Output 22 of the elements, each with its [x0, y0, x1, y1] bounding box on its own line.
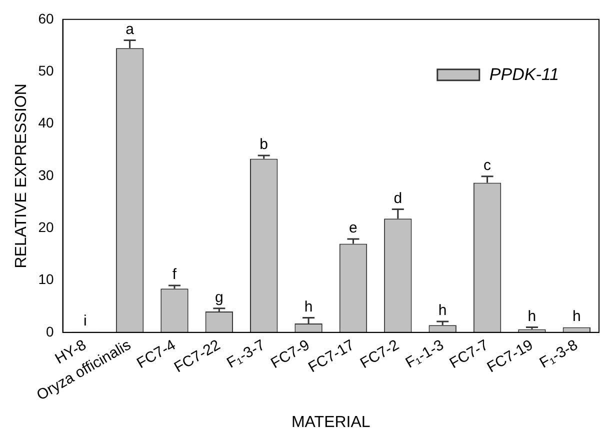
- annotation: c: [484, 157, 492, 174]
- y-tick-label: 20: [38, 218, 54, 235]
- annotation: h: [572, 308, 581, 325]
- y-tick-label: 10: [38, 271, 54, 288]
- y-tick-label: 30: [38, 166, 54, 183]
- annotation: h: [528, 308, 536, 325]
- annotation: a: [126, 20, 135, 38]
- x-axis-title: MATERIAL: [291, 414, 370, 431]
- legend-label: PPDK-11: [489, 65, 560, 84]
- annotation: e: [349, 220, 358, 237]
- annotation: f: [172, 266, 178, 284]
- y-tick-label: 40: [38, 114, 54, 131]
- annotation: g: [215, 289, 224, 306]
- annotation: h: [438, 302, 447, 320]
- annotation: d: [394, 190, 402, 207]
- annotation: h: [304, 298, 313, 316]
- y-axis-title: RELATIVE EXPRESSION: [13, 84, 30, 268]
- y-tick-label: 50: [38, 62, 54, 78]
- annotation: i: [83, 312, 87, 330]
- y-tick-label: 60: [38, 10, 54, 26]
- y-tick-label: 0: [46, 323, 54, 340]
- annotation: b: [260, 136, 268, 154]
